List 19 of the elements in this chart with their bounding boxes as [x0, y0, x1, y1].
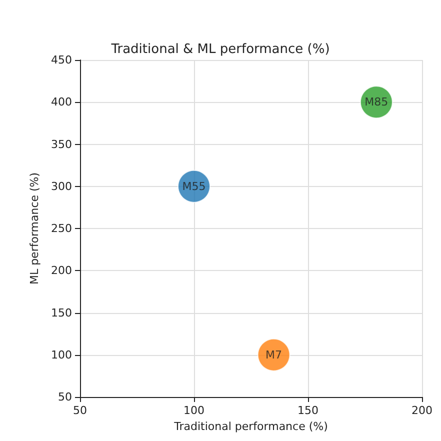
y-tick-label: 250 — [51, 222, 72, 235]
x-tick-label: 50 — [73, 404, 87, 417]
y-tick-label: 150 — [51, 306, 72, 320]
series-label: M7 — [266, 348, 282, 362]
y-tick-label: 450 — [51, 54, 72, 66]
y-tick-label: 50 — [58, 390, 72, 404]
chart-title: Traditional & ML performance (%) — [110, 42, 330, 57]
y-tick-label: 100 — [51, 348, 72, 362]
x-tick-label: 150 — [298, 404, 318, 417]
series-label: M85 — [364, 96, 388, 109]
y-tick-label: 300 — [51, 180, 72, 193]
y-tick-label: 200 — [51, 264, 72, 278]
y-tick-label: 350 — [51, 138, 72, 151]
y-axis-title: ML performance (%) — [28, 172, 42, 285]
x-tick-label: 200 — [412, 404, 432, 417]
y-tick-label: 400 — [51, 96, 72, 109]
x-axis-title: Traditional performance (%) — [173, 420, 328, 433]
series-label: M55 — [182, 180, 206, 193]
x-tick-label: 100 — [184, 404, 204, 417]
